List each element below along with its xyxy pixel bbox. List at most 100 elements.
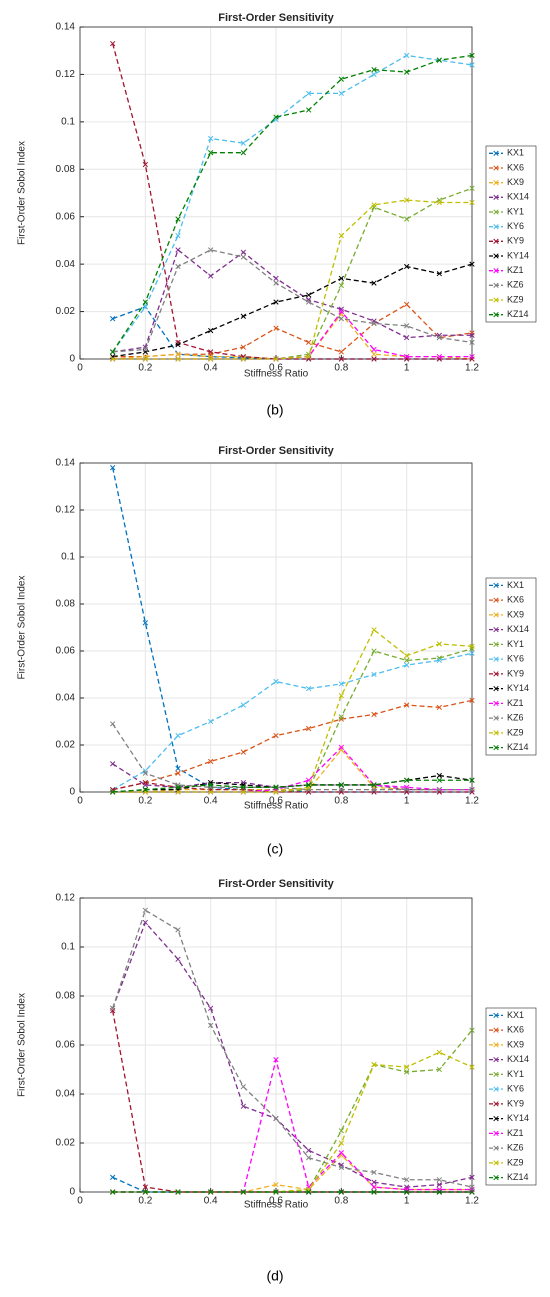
data-point (371, 711, 377, 718)
data-point (175, 351, 181, 357)
data-point (175, 770, 181, 776)
data-point (306, 685, 312, 692)
data-point (371, 356, 377, 362)
data-point (404, 69, 410, 75)
legend-label: KZ1 (507, 265, 524, 275)
data-point (338, 692, 344, 699)
data-point (469, 697, 475, 704)
data-point (469, 332, 475, 338)
legend-label: KZ9 (507, 727, 524, 737)
data-point (208, 135, 214, 142)
series-line (112, 199, 472, 360)
data-point (273, 789, 279, 795)
data-point (175, 784, 181, 790)
legend-marker (493, 1071, 499, 1078)
data-point (240, 356, 246, 362)
data-point (338, 1140, 344, 1146)
data-point (306, 782, 312, 788)
chart-title: First-Order Sensitivity (218, 445, 334, 457)
legend-marker (493, 612, 499, 618)
data-point (175, 216, 181, 222)
x-tick-label: 0 (77, 363, 83, 374)
legend-box (485, 145, 537, 323)
data-point (142, 779, 148, 786)
data-point (273, 1189, 279, 1195)
data-point (240, 784, 246, 790)
x-tick-label: 1.2 (465, 1196, 479, 1207)
data-point (371, 280, 377, 286)
data-point (338, 786, 344, 793)
series-line (112, 723, 472, 791)
series-line (112, 652, 473, 791)
y-tick-label: 0.1 (61, 942, 75, 953)
data-point (208, 1189, 214, 1195)
data-point (240, 702, 246, 708)
data-point (142, 786, 148, 793)
data-point (208, 782, 214, 788)
data-point (338, 716, 344, 722)
data-point (240, 344, 246, 350)
x-tick-label: 0.8 (334, 1196, 348, 1207)
y-tick-label: 0.08 (56, 991, 76, 1002)
legend-label: KY6 (507, 1084, 524, 1094)
legend-label: KY9 (507, 668, 524, 678)
data-point (110, 761, 116, 767)
legend-label: KX14 (507, 624, 529, 634)
data-point (110, 356, 116, 362)
x-tick-label: 0.2 (138, 363, 152, 374)
chart-title: First-Order Sensitivity (218, 878, 334, 890)
series-line (112, 921, 473, 1188)
legend-label: KY6 (507, 221, 524, 231)
legend-label: KY9 (507, 236, 524, 246)
data-point (208, 1022, 214, 1029)
y-tick-label: 0.14 (56, 458, 76, 469)
data-point (404, 784, 410, 790)
data-point (142, 907, 148, 913)
legend-marker (493, 641, 499, 648)
data-point (142, 161, 148, 168)
x-tick-label: 0.6 (269, 363, 283, 374)
data-point (338, 233, 344, 239)
data-point (306, 789, 312, 795)
data-point (436, 353, 442, 360)
legend-label: KX9 (507, 177, 524, 187)
data-point (306, 90, 312, 97)
data-point (110, 1005, 116, 1011)
data-point (175, 342, 181, 348)
data-point (175, 233, 181, 239)
legend-label: KY6 (507, 654, 524, 664)
x-tick-label: 0.2 (138, 1196, 152, 1207)
data-point (436, 657, 442, 664)
legend-label: KZ6 (507, 280, 524, 290)
data-point (371, 786, 377, 793)
y-tick-label: 0.12 (56, 893, 76, 904)
legend-marker (493, 1160, 499, 1166)
data-point (371, 1184, 377, 1190)
data-point (175, 789, 181, 795)
x-tick-label: 1.2 (465, 796, 479, 807)
data-point (371, 671, 377, 678)
legend-label: KX9 (507, 1039, 524, 1049)
data-point (240, 140, 246, 146)
data-point (371, 648, 377, 654)
legend-label: KX1 (507, 1010, 524, 1020)
data-point (208, 356, 214, 362)
data-point (338, 789, 344, 795)
series-line (112, 909, 473, 1188)
legend-marker (493, 180, 499, 186)
data-point (404, 1189, 410, 1195)
data-point (404, 1069, 410, 1075)
data-point (240, 749, 246, 755)
data-point (371, 782, 377, 788)
data-point (371, 71, 377, 78)
data-point (371, 1179, 377, 1185)
y-tick-label: 0 (69, 787, 75, 798)
legend-marker (493, 744, 499, 751)
data-point (273, 1057, 279, 1063)
data-point (110, 316, 116, 322)
data-point (436, 789, 442, 795)
data-point (175, 765, 181, 772)
data-point (404, 323, 410, 329)
data-point (338, 76, 344, 82)
series-line (112, 54, 473, 353)
